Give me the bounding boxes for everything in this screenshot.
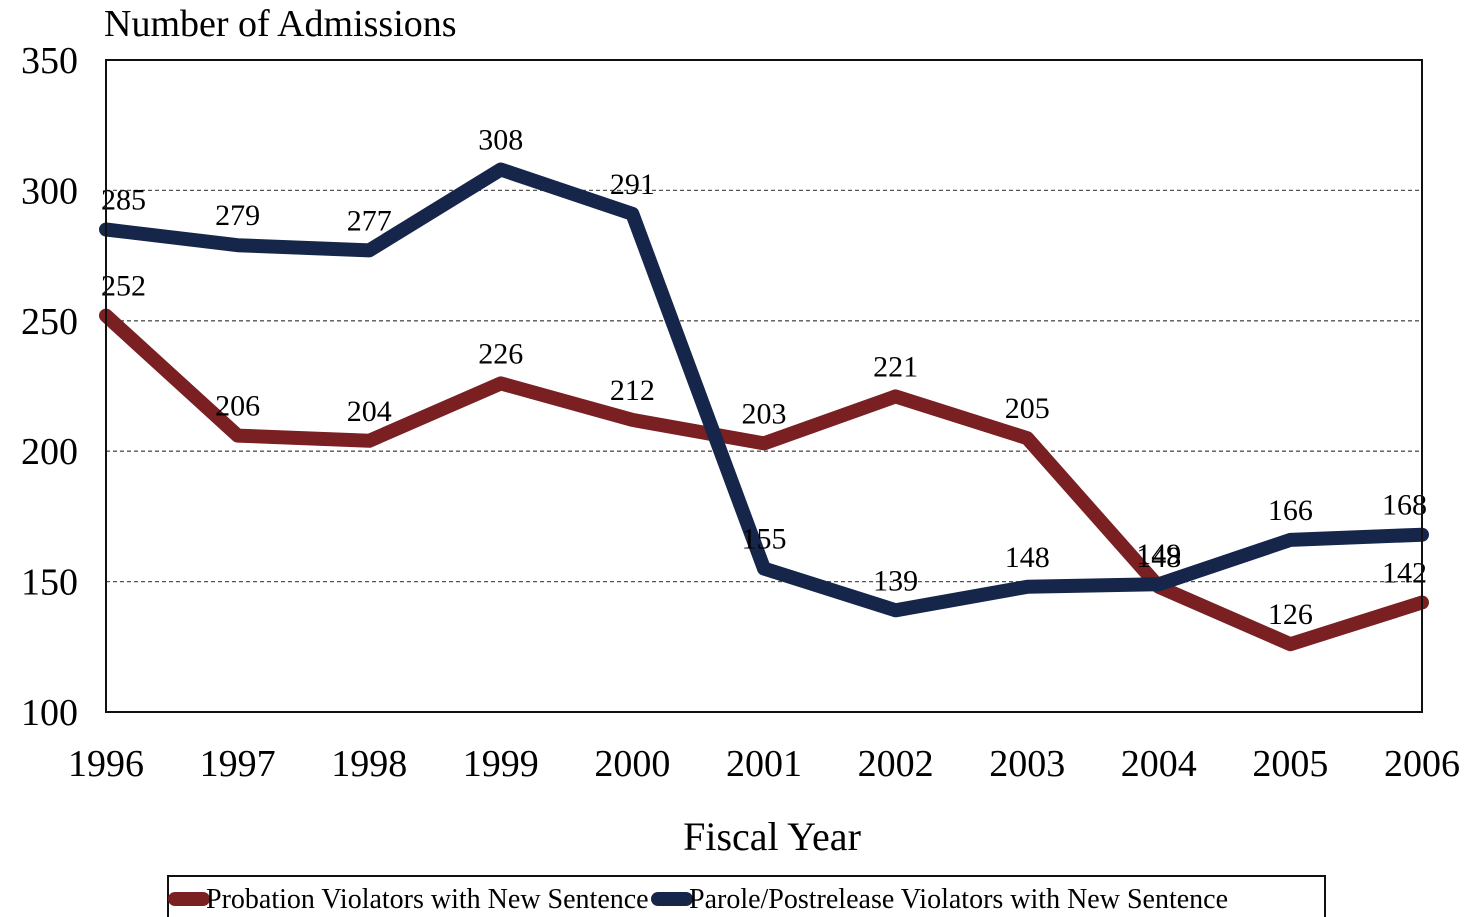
x-tick-labels: 1996 1997 1998 1999 2000 2001 2002 2003 2004 2005… xyxy=(68,743,1460,785)
x-tick-label: 1996 xyxy=(68,743,144,785)
data-label: 226 xyxy=(478,337,523,370)
data-label: 212 xyxy=(610,374,655,407)
y-tick-labels: 100 150 200 250 300 350 xyxy=(21,40,78,734)
series-line-probation xyxy=(99,308,1429,652)
data-labels: 252 206 204 226 212 203 221 205 148 126 142 285 279 2… xyxy=(101,124,1427,632)
data-label: 206 xyxy=(215,390,260,423)
data-label: 291 xyxy=(610,168,655,201)
legend-label-parole: Parole/Postrelease Violators with New Se… xyxy=(689,884,1228,915)
data-label: 142 xyxy=(1382,556,1427,589)
series-line-parole xyxy=(99,162,1429,618)
y-tick-label: 200 xyxy=(21,431,78,473)
data-label: 139 xyxy=(873,564,918,597)
data-label: 126 xyxy=(1268,598,1313,631)
legend-label-probation: Probation Violators with New Sentence xyxy=(206,884,649,915)
data-label: 203 xyxy=(742,397,787,430)
data-label: 166 xyxy=(1268,494,1313,527)
x-tick-label: 1998 xyxy=(331,743,407,785)
series-lines xyxy=(99,162,1429,652)
x-axis-title: Fiscal Year xyxy=(683,814,861,859)
data-label: 148 xyxy=(1005,541,1050,574)
data-label: 155 xyxy=(742,523,787,556)
data-label: 204 xyxy=(347,395,392,428)
y-axis-title: Number of Admissions xyxy=(104,3,457,45)
x-tick-label: 1997 xyxy=(200,743,276,785)
x-tick-label: 2006 xyxy=(1384,743,1460,785)
data-label: 308 xyxy=(478,124,523,157)
gridlines xyxy=(106,189,1422,583)
y-tick-label: 100 xyxy=(21,692,78,734)
y-tick-label: 150 xyxy=(21,562,78,604)
data-label: 205 xyxy=(1005,392,1050,425)
x-tick-label: 2001 xyxy=(726,743,802,785)
y-tick-label: 350 xyxy=(21,40,78,82)
x-tick-label: 2003 xyxy=(989,743,1065,785)
data-label: 277 xyxy=(347,204,392,237)
data-label: 149 xyxy=(1136,538,1181,571)
legend: Probation Violators with New Sentence Pa… xyxy=(167,875,1326,917)
x-tick-label: 2005 xyxy=(1252,743,1328,785)
x-tick-label: 2002 xyxy=(858,743,934,785)
x-tick-label: 1999 xyxy=(463,743,539,785)
data-label: 285 xyxy=(101,184,146,217)
x-tick-label: 2000 xyxy=(594,743,670,785)
x-tick-label: 2004 xyxy=(1121,743,1197,785)
legend-box xyxy=(167,875,1326,917)
y-tick-label: 250 xyxy=(21,301,78,343)
plot-frame xyxy=(105,59,1423,713)
y-tick-label: 300 xyxy=(21,170,78,212)
data-label: 148 xyxy=(1136,541,1181,574)
data-label: 252 xyxy=(101,270,146,303)
data-label: 279 xyxy=(215,199,260,232)
data-label: 221 xyxy=(873,350,918,383)
data-label: 168 xyxy=(1382,489,1427,522)
